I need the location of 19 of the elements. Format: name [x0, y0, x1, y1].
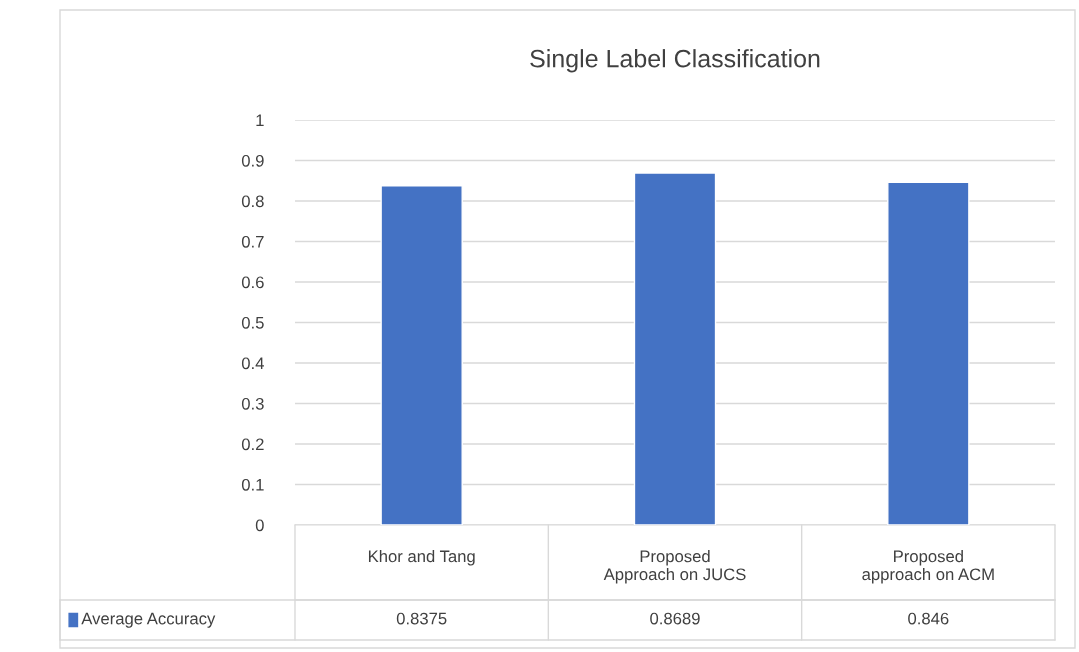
data-label: 0.846 — [908, 612, 949, 625]
y-tick-label: 0.3 — [241, 397, 264, 410]
data-label: 0.8689 — [650, 612, 700, 625]
legend-label: Average Accuracy — [81, 612, 216, 628]
y-tick-label: 0.9 — [241, 154, 264, 167]
chart-title: Single Label Classification — [530, 49, 820, 73]
y-tick-label: 0.6 — [241, 276, 264, 289]
y-tick-label: 0.5 — [241, 316, 264, 329]
y-tick-label: 0 — [255, 519, 264, 532]
data-label: 0.8375 — [396, 612, 447, 625]
y-tick-label: 0.1 — [241, 478, 264, 491]
x-tick-label: Khor and Tang — [368, 550, 475, 566]
y-tick-label: 0.2 — [241, 438, 264, 451]
y-tick-label: 0.4 — [241, 357, 264, 370]
y-tick-label: 0.8 — [241, 195, 264, 208]
y-tick-label: 0.7 — [241, 235, 264, 248]
x-tick-label: Proposed Approach on JUCS — [603, 550, 746, 584]
x-tick-label: Proposed approach on ACM — [862, 550, 994, 584]
y-tick-label: 1 — [256, 114, 264, 127]
